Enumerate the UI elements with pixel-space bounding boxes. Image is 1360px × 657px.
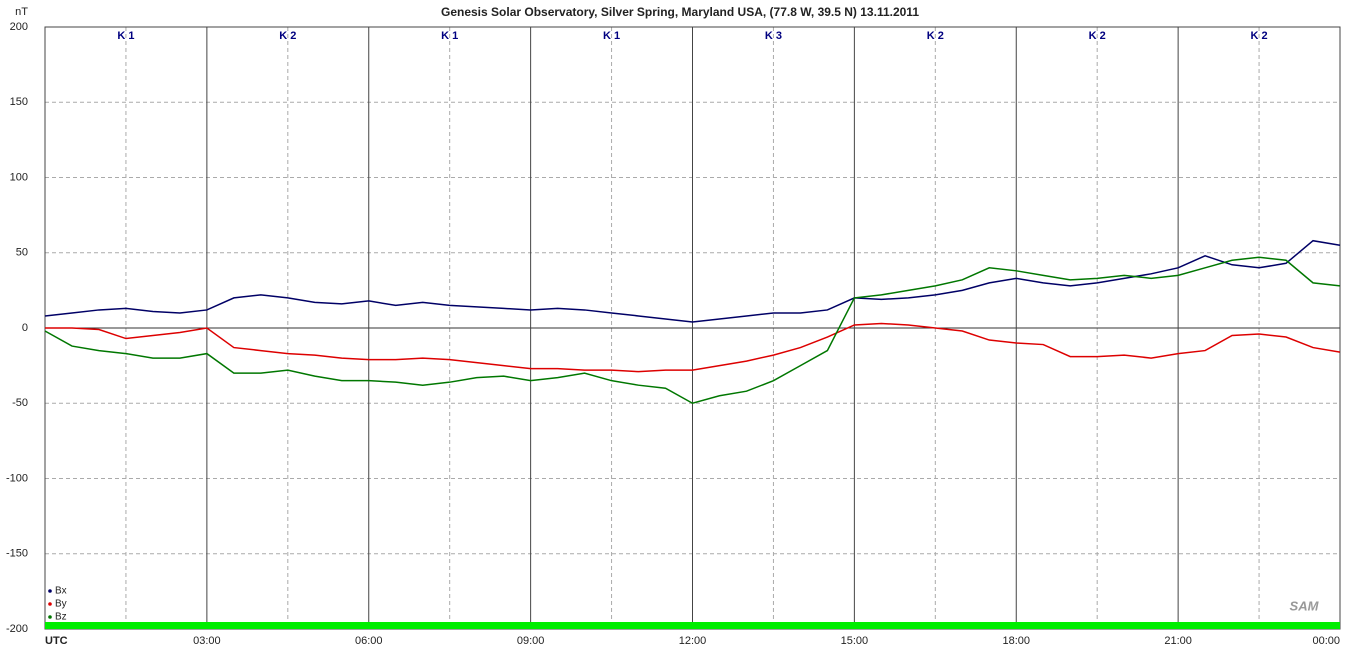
x-tick-label: 12:00 (679, 635, 707, 647)
legend-label: Bx (55, 586, 67, 597)
x-tick-label: 06:00 (355, 635, 383, 647)
status-bar (45, 622, 1340, 629)
y-tick-label: 100 (10, 171, 28, 183)
y-tick-label: 150 (10, 96, 28, 108)
k-index-label: K 2 (1089, 30, 1106, 42)
logo: SAM (1290, 598, 1320, 613)
chart-title: Genesis Solar Observatory, Silver Spring… (441, 5, 919, 19)
y-tick-label: 0 (22, 322, 28, 334)
data-line (44, 256, 1341, 405)
y-tick-label: -50 (12, 397, 28, 409)
k-index-label: K 3 (765, 30, 782, 42)
x-tick-label: 03:00 (193, 635, 221, 647)
x-tick-label: 09:00 (517, 635, 545, 647)
legend-label: Bz (55, 612, 67, 623)
y-tick-label: 200 (10, 21, 28, 33)
y-tick-label: -150 (6, 548, 28, 560)
legend-marker (48, 589, 52, 593)
y-tick-label: 50 (16, 247, 28, 259)
x-tick-label: 00:00 (1312, 635, 1340, 647)
legend-marker (48, 615, 52, 619)
y-axis-label: nT (15, 6, 28, 18)
legend-label: By (55, 599, 67, 610)
y-tick-label: -100 (6, 472, 28, 484)
x-tick-label: 18:00 (1002, 635, 1030, 647)
x-tick-label: UTC (45, 635, 68, 647)
x-tick-label: 15:00 (841, 635, 869, 647)
data-line (44, 239, 1341, 323)
k-index-label: K 2 (1251, 30, 1268, 42)
data-line (45, 322, 1341, 373)
legend-marker (48, 602, 52, 606)
k-index-label: K 2 (279, 30, 296, 42)
k-index-label: K 1 (441, 30, 458, 42)
k-index-label: K 1 (603, 30, 620, 42)
y-tick-label: -200 (6, 623, 28, 635)
k-index-label: K 2 (927, 30, 944, 42)
x-tick-label: 21:00 (1164, 635, 1192, 647)
k-index-label: K 1 (117, 30, 134, 42)
